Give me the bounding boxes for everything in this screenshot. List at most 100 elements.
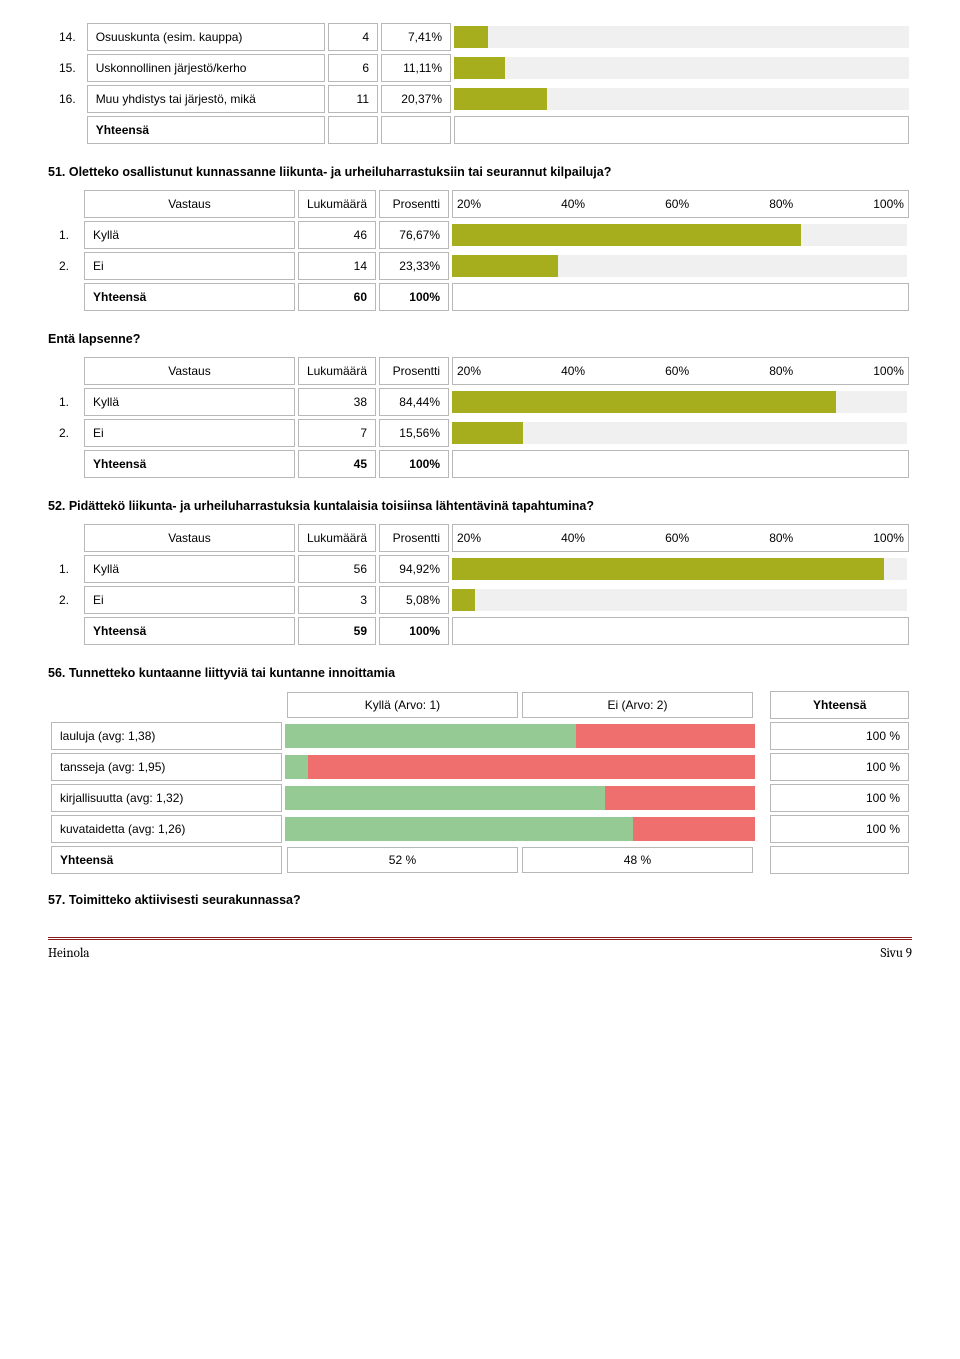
top-continuation-table: 14. Osuuskunta (esim. kauppa) 4 7,41% 15… [48,20,912,147]
table-header: Vastaus Lukumäärä Prosentti 20%40%60%80%… [51,524,909,552]
stacked-row: kuvataidetta (avg: 1,26) 100 % [51,815,909,843]
row-count: 38 [298,388,376,416]
total-label: Yhteensä [84,617,295,645]
row-label: Uskonnollinen järjestö/kerho [87,54,325,82]
col-prosentti: Prosentti [379,190,449,218]
row-pct: 5,08% [379,586,449,614]
row-count: 11 [328,85,378,113]
table-row: 2. Ei 3 5,08% [51,586,909,614]
row-label: Kyllä [84,221,295,249]
stacked-bar [285,755,755,779]
table-header: Vastaus Lukumäärä Prosentti 20%40%60%80%… [51,190,909,218]
page-footer: Heinola Sivu 9 [48,937,912,961]
stacked-total-row: Yhteensä 52 % 48 % [51,846,909,874]
row-label: Ei [84,586,295,614]
row-index: 2. [51,586,81,614]
q57-title: 57. Toimitteko aktiivisesti seurakunnass… [48,893,912,907]
stacked-header-row: Kyllä (Arvo: 1) Ei (Arvo: 2) Yhteensä [51,691,909,719]
col-vastaus: Vastaus [84,357,295,385]
col-lukumaara: Lukumäärä [298,190,376,218]
table-row: 1. Kyllä 38 84,44% [51,388,909,416]
total-pct: 100% [379,450,449,478]
q52-title: 52. Pidättekö liikunta- ja urheiluharras… [48,499,912,513]
row-count: 3 [298,586,376,614]
row-pct: 7,41% [381,23,451,51]
stacked-bar [285,786,755,810]
row-total: 100 % [770,784,909,812]
col-yes: Kyllä (Arvo: 1) [287,692,518,718]
table-row: 14. Osuuskunta (esim. kauppa) 4 7,41% [51,23,909,51]
row-pct: 23,33% [379,252,449,280]
row-count: 4 [328,23,378,51]
footer-left: Heinola [48,946,90,961]
stacked-row: lauluja (avg: 1,38) 100 % [51,722,909,750]
total-count: 45 [298,450,376,478]
row-label: Ei [84,419,295,447]
total-pct: 100% [379,617,449,645]
row-count: 14 [298,252,376,280]
row-pct: 76,67% [379,221,449,249]
total-yes: 52 % [287,847,518,873]
row-pct: 15,56% [379,419,449,447]
col-prosentti: Prosentti [379,357,449,385]
total-count: 59 [298,617,376,645]
row-total: 100 % [770,722,909,750]
table-header: Vastaus Lukumäärä Prosentti 20%40%60%80%… [51,357,909,385]
q51-title: 51. Oletteko osallistunut kunnassanne li… [48,165,912,179]
q56-table: Kyllä (Arvo: 1) Ei (Arvo: 2) Yhteensä la… [48,688,912,877]
stacked-row: tansseja (avg: 1,95) 100 % [51,753,909,781]
stacked-bar [285,724,755,748]
row-count: 7 [298,419,376,447]
row-index: 16. [51,85,84,113]
table-row: 1. Kyllä 46 76,67% [51,221,909,249]
row-label: lauluja (avg: 1,38) [51,722,282,750]
total-label: Yhteensä [84,283,295,311]
q56-title: 56. Tunnetteko kuntaanne liittyviä tai k… [48,666,912,680]
row-index: 1. [51,555,81,583]
q-lapsenne-table: Vastaus Lukumäärä Prosentti 20%40%60%80%… [48,354,912,481]
stacked-row: kirjallisuutta (avg: 1,32) 100 % [51,784,909,812]
q51-table: Vastaus Lukumäärä Prosentti 20%40%60%80%… [48,187,912,314]
total-row: Yhteensä 45 100% [51,450,909,478]
table-row: 1. Kyllä 56 94,92% [51,555,909,583]
q-lapsenne-title: Entä lapsenne? [48,332,912,346]
row-total: 100 % [770,753,909,781]
total-pct: 100% [379,283,449,311]
row-total: 100 % [770,815,909,843]
col-vastaus: Vastaus [84,524,295,552]
row-label: tansseja (avg: 1,95) [51,753,282,781]
row-pct: 84,44% [379,388,449,416]
total-count: 60 [298,283,376,311]
row-index: 2. [51,419,81,447]
total-row: Yhteensä 60 100% [51,283,909,311]
row-pct: 20,37% [381,85,451,113]
row-index: 1. [51,221,81,249]
total-row: Yhteensä [51,116,909,144]
row-label: Kyllä [84,388,295,416]
total-label: Yhteensä [84,450,295,478]
table-row: 16. Muu yhdistys tai järjestö, mikä 11 2… [51,85,909,113]
col-lukumaara: Lukumäärä [298,524,376,552]
row-index: 15. [51,54,84,82]
total-label: Yhteensä [51,846,282,874]
row-label: Osuuskunta (esim. kauppa) [87,23,325,51]
row-label: Kyllä [84,555,295,583]
row-label: kirjallisuutta (avg: 1,32) [51,784,282,812]
total-row: Yhteensä 59 100% [51,617,909,645]
col-lukumaara: Lukumäärä [298,357,376,385]
table-row: 15. Uskonnollinen järjestö/kerho 6 11,11… [51,54,909,82]
col-vastaus: Vastaus [84,190,295,218]
footer-right: Sivu 9 [880,946,912,961]
row-pct: 94,92% [379,555,449,583]
row-index: 1. [51,388,81,416]
row-pct: 11,11% [381,54,451,82]
total-label: Yhteensä [87,116,325,144]
row-count: 46 [298,221,376,249]
col-no: Ei (Arvo: 2) [522,692,753,718]
col-total: Yhteensä [770,691,909,719]
q52-table: Vastaus Lukumäärä Prosentti 20%40%60%80%… [48,521,912,648]
row-index: 14. [51,23,84,51]
row-index: 2. [51,252,81,280]
table-row: 2. Ei 7 15,56% [51,419,909,447]
table-row: 2. Ei 14 23,33% [51,252,909,280]
